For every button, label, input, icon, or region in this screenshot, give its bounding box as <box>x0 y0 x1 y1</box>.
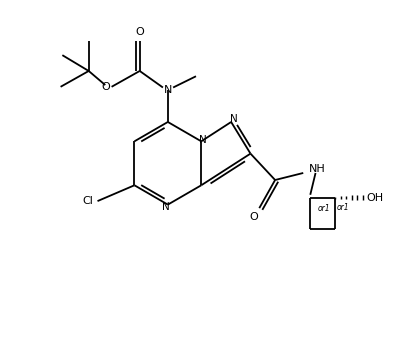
Text: N: N <box>199 135 207 145</box>
Text: N: N <box>164 85 172 95</box>
Text: OH: OH <box>367 193 384 203</box>
Text: O: O <box>135 27 144 37</box>
Text: NH: NH <box>308 164 325 174</box>
Text: Cl: Cl <box>83 196 93 206</box>
Text: or1: or1 <box>337 203 349 212</box>
Text: O: O <box>101 82 110 92</box>
Text: or1: or1 <box>317 204 330 213</box>
Text: N: N <box>230 114 237 124</box>
Text: O: O <box>250 212 259 222</box>
Text: N: N <box>162 202 170 212</box>
